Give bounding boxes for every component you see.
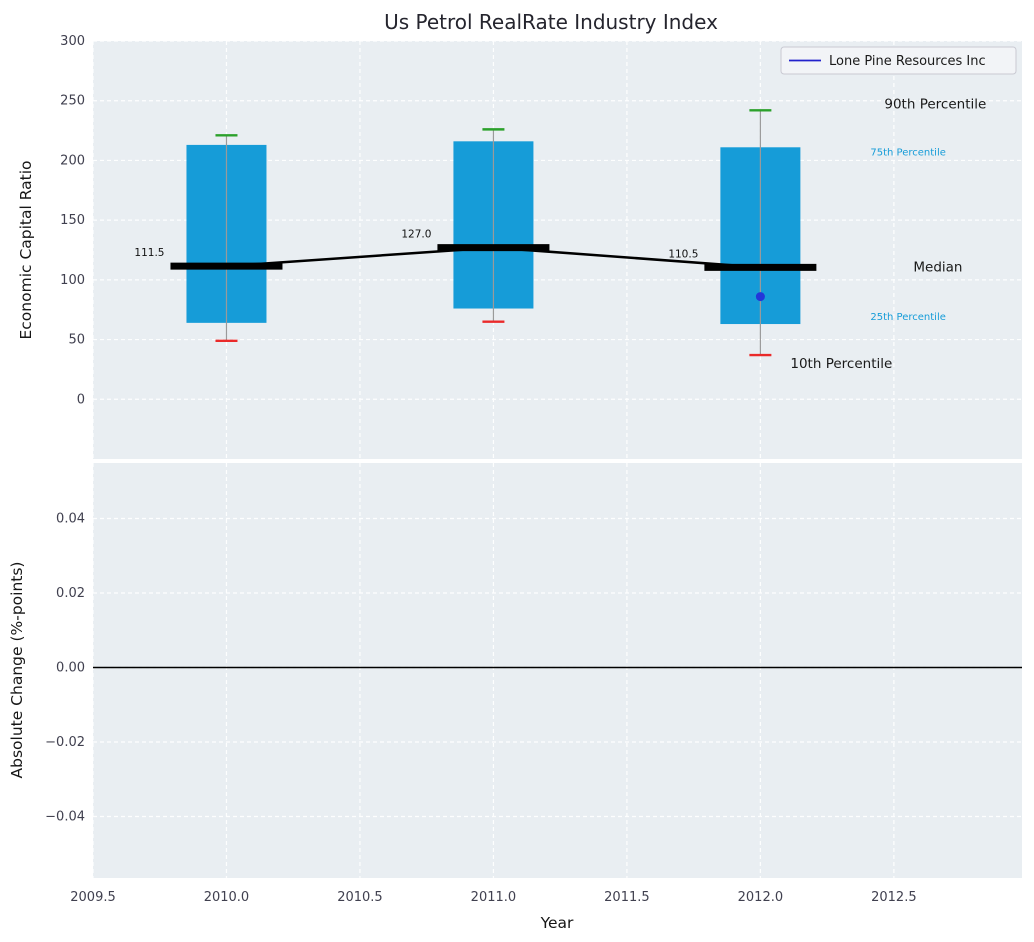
percentile-label-p10: 10th Percentile <box>790 356 892 372</box>
percentile-bar-2010 <box>186 134 267 342</box>
median-value-annotation-2012: 110.5 <box>668 248 698 260</box>
xtick-2009.5: 2009.5 <box>70 890 116 905</box>
top-ytick-50: 50 <box>68 333 85 348</box>
xtick-2010.5: 2010.5 <box>337 890 383 905</box>
percentile-label-p90: 90th Percentile <box>884 96 986 112</box>
top-ytick-100: 100 <box>60 273 85 288</box>
percentile-label-p75: 75th Percentile <box>870 147 946 158</box>
xtick-2012.5: 2012.5 <box>871 890 917 905</box>
legend: Lone Pine Resources Inc <box>780 46 1017 75</box>
bottom-ytick-0.04: 0.04 <box>56 512 85 527</box>
top-ytick-300: 300 <box>60 34 85 49</box>
percentile-bar-2011 <box>453 128 534 323</box>
bottom-ytick-0.02: 0.02 <box>56 586 85 601</box>
bottom-ytick-−0.02: −0.02 <box>45 735 85 750</box>
chart-title: Us Petrol RealRate Industry Index <box>384 10 718 34</box>
xtick-2010.0: 2010.0 <box>204 890 250 905</box>
xlabel: Year <box>540 914 574 932</box>
bottom-ytick-−0.04: −0.04 <box>45 810 85 825</box>
top-ytick-150: 150 <box>60 213 85 228</box>
legend-box <box>780 46 1017 75</box>
percentile-label-median: Median <box>913 259 962 275</box>
legend-label: Lone Pine Resources Inc <box>829 54 986 69</box>
median-value-annotation-2011: 127.0 <box>401 229 431 241</box>
company-point <box>755 292 765 302</box>
xtick-2012.0: 2012.0 <box>738 890 784 905</box>
xtick-2011.5: 2011.5 <box>604 890 650 905</box>
xtick-2011.0: 2011.0 <box>471 890 517 905</box>
top-ytick-250: 250 <box>60 94 85 109</box>
bottom-axes-bg <box>93 463 1022 878</box>
top-ytick-0: 0 <box>77 392 85 407</box>
chart-render-root: 111.5 127.0 110.5 90th Percentile 75th Perce… <box>45 34 1022 905</box>
bottom-ylabel: Absolute Change (%-points) <box>8 562 26 779</box>
top-ytick-200: 200 <box>60 153 85 168</box>
median-value-annotation-2010: 111.5 <box>134 247 164 259</box>
percentile-label-p25: 25th Percentile <box>870 312 946 323</box>
bottom-ytick-0.00: 0.00 <box>56 661 85 676</box>
top-ylabel: Economic Capital Ratio <box>17 160 35 339</box>
bottom-gridlines <box>92 463 1022 878</box>
